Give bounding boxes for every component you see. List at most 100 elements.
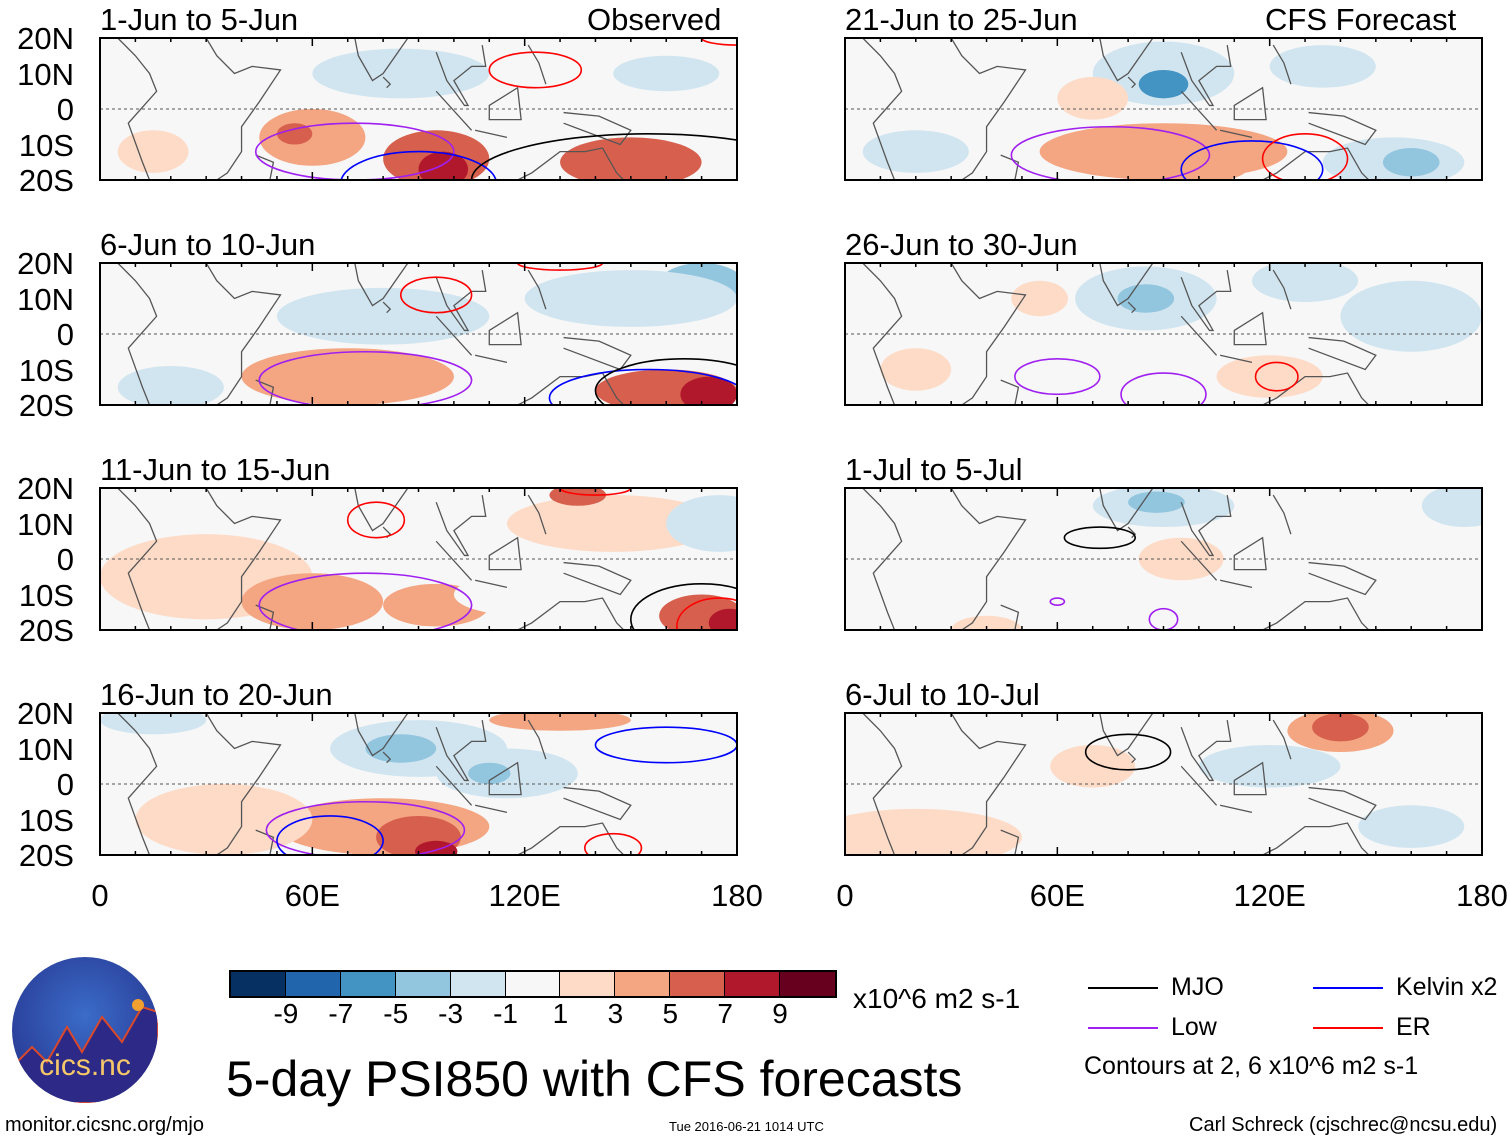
contour-kelvin (1180, 140, 1324, 180)
contour-er (1261, 133, 1349, 180)
anomaly-shading (880, 348, 952, 391)
legend-line (1313, 987, 1383, 989)
y-tick-label: 10N (17, 731, 74, 767)
anomaly-shading (1269, 45, 1376, 88)
anomaly-shading (1138, 69, 1189, 99)
colorbar (229, 970, 837, 998)
x-tick-label: 180 (1456, 878, 1508, 913)
anomaly-shading (117, 130, 189, 173)
anomaly-shading (845, 808, 1022, 855)
anomaly-shading (1251, 263, 1359, 303)
legend-line (1088, 1027, 1158, 1029)
anomaly-shading (1011, 280, 1068, 317)
anomaly-shading (1382, 148, 1440, 177)
colorbar-label: 7 (717, 998, 733, 1029)
colorbar-swatch (670, 972, 726, 996)
colorbar-swatch (395, 972, 451, 996)
contour-low (258, 572, 473, 630)
anomaly-shading (549, 488, 607, 506)
legend-label: MJO (1171, 973, 1224, 1001)
y-tick-label: 20S (18, 163, 74, 198)
contour-er (400, 276, 473, 314)
anomaly-shading (506, 495, 720, 552)
contour-note: Contours at 2, 6 x10^6 m2 s-1 (1084, 1052, 1419, 1080)
colorbar-units: x10^6 m2 s-1 (853, 983, 1021, 1014)
contour-mjo (1063, 526, 1136, 550)
contour-er (346, 501, 406, 539)
contour-er (584, 832, 643, 855)
observed-label: Observed (587, 2, 722, 37)
colorbar-swatch (231, 972, 286, 996)
y-tick-label: 0 (56, 92, 74, 127)
panel-title: 6-Jun to 10-Jun (100, 227, 316, 262)
map-panel (844, 712, 1483, 856)
contour-kelvin (594, 726, 737, 764)
y-tick-label: 10N (17, 506, 74, 542)
colorbar-swatch (560, 972, 616, 996)
legend-line (1313, 1027, 1383, 1029)
anomaly-shading (117, 365, 224, 405)
x-tick-label: 60E (284, 878, 340, 913)
anomaly-shading (241, 573, 384, 630)
y-tick-label: 20N (17, 471, 74, 506)
coastline (117, 263, 632, 405)
anomaly-shading (414, 840, 458, 855)
anomaly-shading (1198, 744, 1341, 788)
colorbar-swatch (780, 972, 835, 996)
contour-er (676, 597, 737, 630)
colorbar-label: 1 (552, 998, 569, 1029)
x-tick-label: 180 (711, 878, 763, 913)
contour-low (1120, 372, 1207, 405)
contour-er (1254, 361, 1299, 392)
y-tick-label: 0 (56, 767, 74, 802)
y-tick-label: 10S (18, 127, 74, 163)
anomaly-shading (951, 615, 1022, 630)
contour-low (1010, 125, 1211, 180)
map-panel (99, 262, 738, 406)
anomaly-shading (276, 123, 313, 145)
contour-mjo (1084, 733, 1172, 771)
logo-text: cics.nc (39, 1049, 131, 1082)
legend-label: Low (1171, 1013, 1217, 1041)
coastline (117, 38, 632, 180)
coastline (862, 488, 1377, 630)
coastline (862, 713, 1377, 855)
contour-er (516, 263, 604, 271)
colorbar-swatch (505, 972, 561, 996)
y-tick-label: 10S (18, 577, 74, 613)
anomaly-shading (100, 713, 207, 735)
x-tick-label: 120E (488, 878, 561, 913)
colorbar-label: 3 (607, 998, 624, 1029)
y-tick-label: 20S (18, 388, 74, 423)
anomaly-shading (1057, 77, 1129, 120)
y-tick-label: 10N (17, 281, 74, 317)
colorbar-swatch (285, 972, 341, 996)
y-tick-label: 10S (18, 352, 74, 388)
coastline (117, 713, 632, 855)
y-tick-label: 0 (56, 542, 74, 577)
panel-title: 16-Jun to 20-Jun (100, 677, 333, 712)
y-tick-label: 20S (18, 613, 74, 648)
colorbar-label: 9 (772, 998, 788, 1029)
legend-label: Kelvin x2 (1396, 973, 1498, 1001)
figure-title: 5-day PSI850 with CFS forecasts (226, 1051, 963, 1107)
panel-title: 1-Jun to 5-Jun (100, 2, 299, 37)
footer-url[interactable]: monitor.cicsnc.org/mjo (5, 1114, 204, 1136)
anomaly-shading (453, 573, 596, 616)
anomaly-shading (1358, 805, 1465, 848)
anomaly-shading (365, 734, 437, 763)
contour-mjo (594, 358, 737, 405)
contour-low (1148, 607, 1179, 630)
anomaly-shading (1145, 140, 1252, 180)
anomaly-shading (1216, 355, 1323, 398)
contour-kelvin (276, 815, 384, 855)
legend-label: ER (1396, 1013, 1431, 1041)
colorbar-label: -9 (273, 998, 299, 1029)
x-tick-label: 60E (1029, 878, 1085, 913)
legend-line (1088, 987, 1158, 989)
panel-title: 11-Jun to 15-Jun (100, 452, 331, 487)
panel-title: 21-Jun to 25-Jun (845, 2, 1078, 37)
anomaly-shading (560, 137, 702, 180)
contour-er (488, 51, 583, 89)
